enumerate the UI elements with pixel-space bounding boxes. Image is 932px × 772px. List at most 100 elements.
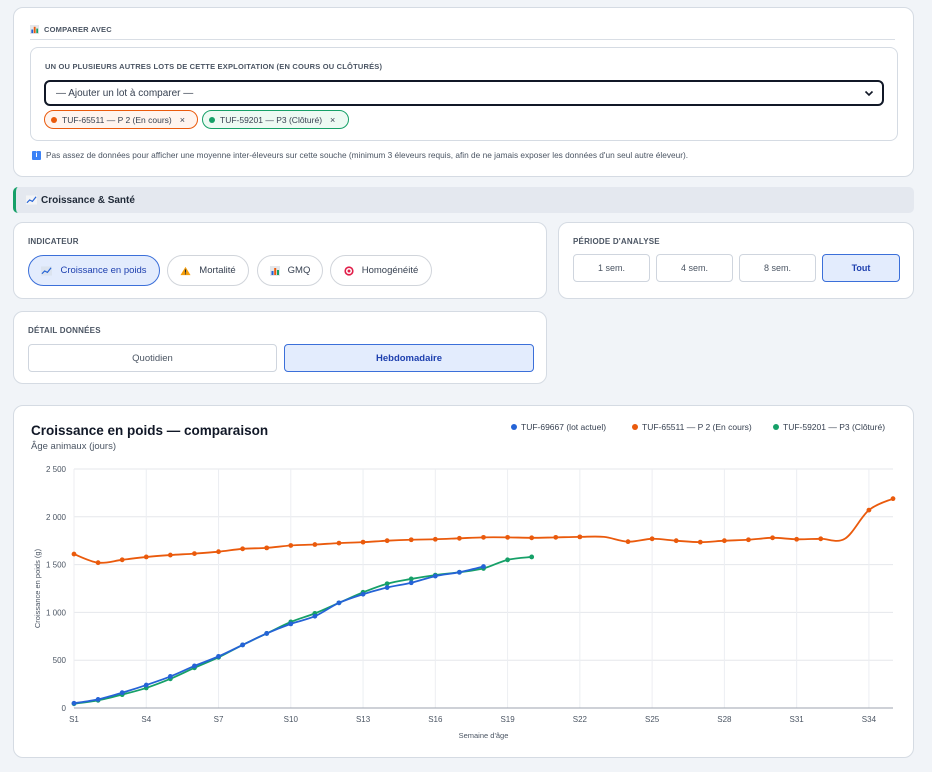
data-point: [143, 682, 149, 688]
compare-inner-box: UN OU PLUSIEURS AUTRES LOTS DE CETTE EXP…: [30, 47, 898, 141]
legend-item-lot-65511[interactable]: TUF-65511 — P 2 (En cours): [632, 422, 752, 432]
y-tick-label: 500: [53, 656, 67, 665]
compare-group-label: UN OU PLUSIEURS AUTRES LOTS DE CETTE EXP…: [45, 62, 383, 71]
legend-label: TUF-65511 — P 2 (En cours): [642, 422, 752, 432]
data-point: [216, 653, 221, 659]
compare-chip-lot-59201: TUF-59201 — P3 (Clôturé) ×: [202, 110, 349, 129]
chart-subtitle: Âge animaux (jours): [31, 441, 117, 452]
indicator-label: INDICATEUR: [28, 237, 79, 246]
x-tick-label: S10: [284, 715, 299, 724]
series-line: [73, 497, 894, 564]
detail-label: DÉTAIL DONNÉES: [28, 326, 101, 335]
data-point: [167, 674, 173, 679]
indicator-option-label: GMQ: [287, 265, 311, 276]
x-tick-label: S7: [214, 715, 224, 724]
x-tick-label: S25: [645, 715, 660, 724]
bar-chart-icon: [30, 25, 39, 34]
section-header: Croissance & Santé: [13, 187, 914, 213]
period-8-weeks-button[interactable]: 8 sem.: [739, 254, 816, 282]
data-point: [890, 496, 896, 502]
x-axis-title: Semaine d'âge: [459, 731, 509, 740]
data-point: [408, 580, 414, 586]
indicator-option-croissance[interactable]: Croissance en poids: [28, 255, 160, 286]
chart-title: Croissance en poids — comparaison: [31, 423, 269, 438]
data-point: [721, 538, 727, 544]
data-point: [577, 534, 583, 540]
indicator-option-homogeneite[interactable]: Homogénéité: [330, 255, 432, 286]
data-point: [167, 552, 173, 558]
data-point: [432, 573, 438, 579]
target-icon: [344, 265, 354, 276]
remove-chip-icon[interactable]: ×: [330, 114, 336, 125]
data-point: [360, 591, 366, 597]
data-point: [119, 557, 125, 563]
chart-up-icon: [41, 265, 53, 276]
y-axis-title: Croissance en poids (g): [33, 548, 42, 628]
line-chart: 0 500 1 000 1 500 2 000 2 500 S1 S4 S7 S10 S13 S16 S…: [33, 465, 896, 740]
detail-weekly-button[interactable]: Hebdomadaire: [284, 344, 534, 372]
section-title: Croissance & Santé: [41, 195, 135, 206]
data-point: [384, 585, 390, 590]
period-1-week-button[interactable]: 1 sem.: [573, 254, 650, 282]
data-point: [336, 600, 342, 606]
legend-color-dot: [511, 424, 517, 430]
data-point: [432, 536, 438, 542]
x-tick-label: S19: [500, 715, 515, 724]
data-point: [216, 549, 221, 555]
data-point: [192, 663, 197, 669]
indicator-option-label: Homogénéité: [361, 265, 419, 276]
indicator-option-mortalite[interactable]: Mortalité: [167, 255, 249, 286]
compare-chip-lot-65511: TUF-65511 — P 2 (En cours) ×: [44, 110, 198, 129]
data-point: [71, 700, 77, 706]
remove-chip-icon[interactable]: ×: [179, 114, 186, 125]
legend-item-current-lot[interactable]: TUF-69667 (lot actuel): [511, 422, 606, 432]
data-point: [866, 507, 872, 513]
period-4-weeks-button[interactable]: 4 sem.: [656, 254, 733, 282]
data-point: [95, 696, 101, 702]
y-tick-label: 1 000: [46, 608, 67, 617]
x-tick-label: S22: [573, 715, 588, 724]
x-tick-label: S16: [428, 715, 443, 724]
lot-compare-select[interactable]: — Ajouter un lot à comparer —: [44, 80, 884, 106]
data-point: [408, 537, 414, 543]
data-point: [384, 581, 390, 587]
data-point: [529, 535, 535, 541]
x-tick-label: S28: [717, 715, 732, 724]
data-point: [240, 642, 246, 648]
chart-card: Croissance en poids — comparaison Âge an…: [13, 405, 914, 758]
legend-label: TUF-69667 (lot actuel): [521, 422, 607, 432]
data-point: [673, 538, 679, 544]
chart-up-icon: [26, 195, 37, 205]
data-point: [481, 534, 486, 540]
data-point: [71, 551, 77, 557]
y-tick-label: 2 500: [46, 465, 67, 474]
lot-compare-select-value: — Ajouter un lot à comparer —: [56, 88, 194, 99]
data-point: [312, 613, 318, 619]
chip-label: TUF-65511 — P 2 (En cours): [62, 114, 172, 125]
indicator-option-label: Mortalité: [199, 265, 236, 276]
compare-info-note: i Pas assez de données pour afficher une…: [32, 150, 688, 160]
data-point: [384, 538, 390, 544]
indicator-card: INDICATEUR Croissance en poids Mortalité…: [13, 222, 547, 299]
legend-item-lot-59201[interactable]: TUF-59201 — P3 (Clôturé): [773, 422, 885, 432]
warning-icon: [180, 266, 191, 275]
indicator-option-gmq[interactable]: GMQ: [257, 255, 323, 286]
data-point: [553, 534, 559, 540]
bar-chart-icon: [269, 265, 280, 276]
x-tick-label: S34: [862, 715, 877, 724]
detail-daily-button[interactable]: Quotidien: [28, 344, 277, 372]
data-point: [457, 535, 462, 541]
data-point: [529, 554, 535, 560]
data-point: [818, 536, 824, 542]
data-point: [264, 631, 270, 636]
compare-divider: [30, 39, 895, 40]
detail-card: DÉTAIL DONNÉES Quotidien Hebdomadaire: [13, 311, 547, 384]
data-point: [360, 539, 366, 545]
period-all-button[interactable]: Tout: [822, 254, 900, 282]
data-point: [649, 536, 655, 542]
y-tick-label: 2 000: [46, 513, 67, 522]
data-point: [408, 576, 414, 582]
chip-label: TUF-59201 — P3 (Clôturé): [220, 114, 323, 125]
compare-card: COMPARER AVEC UN OU PLUSIEURS AUTRES LOT…: [13, 7, 914, 177]
data-point: [119, 690, 125, 696]
